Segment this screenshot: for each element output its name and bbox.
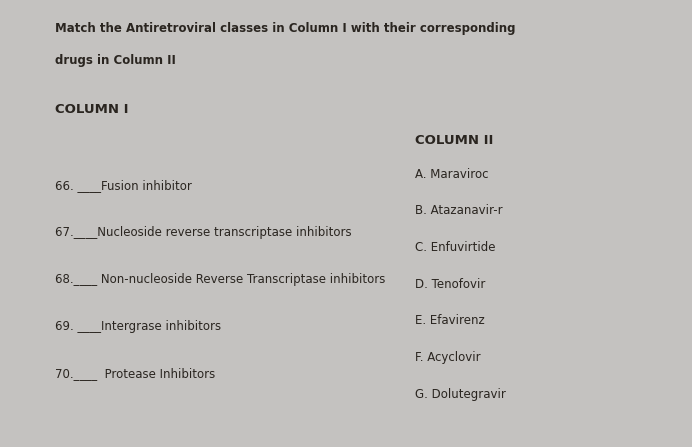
Text: 68.____ Non-nucleoside Reverse Transcriptase inhibitors: 68.____ Non-nucleoside Reverse Transcrip… [55,273,385,286]
Text: C. Enfuvirtide: C. Enfuvirtide [415,241,495,254]
Text: drugs in Column II: drugs in Column II [55,54,176,67]
Text: B. Atazanavir-r: B. Atazanavir-r [415,204,503,217]
Text: D. Tenofovir: D. Tenofovir [415,278,486,291]
Text: Match the Antiretroviral classes in Column I with their corresponding: Match the Antiretroviral classes in Colu… [55,22,516,35]
Text: F. Acyclovir: F. Acyclovir [415,351,481,364]
Text: 69. ____Intergrase inhibitors: 69. ____Intergrase inhibitors [55,320,221,333]
Text: E. Efavirenz: E. Efavirenz [415,314,485,327]
Text: 66. ____Fusion inhibitor: 66. ____Fusion inhibitor [55,179,192,192]
Text: 70.____  Protease Inhibitors: 70.____ Protease Inhibitors [55,367,216,380]
Text: COLUMN I: COLUMN I [55,103,129,116]
Text: 67.____Nucleoside reverse transcriptase inhibitors: 67.____Nucleoside reverse transcriptase … [55,226,352,239]
Text: COLUMN II: COLUMN II [415,134,493,147]
Text: A. Maraviroc: A. Maraviroc [415,168,489,181]
Text: G. Dolutegravir: G. Dolutegravir [415,388,506,401]
